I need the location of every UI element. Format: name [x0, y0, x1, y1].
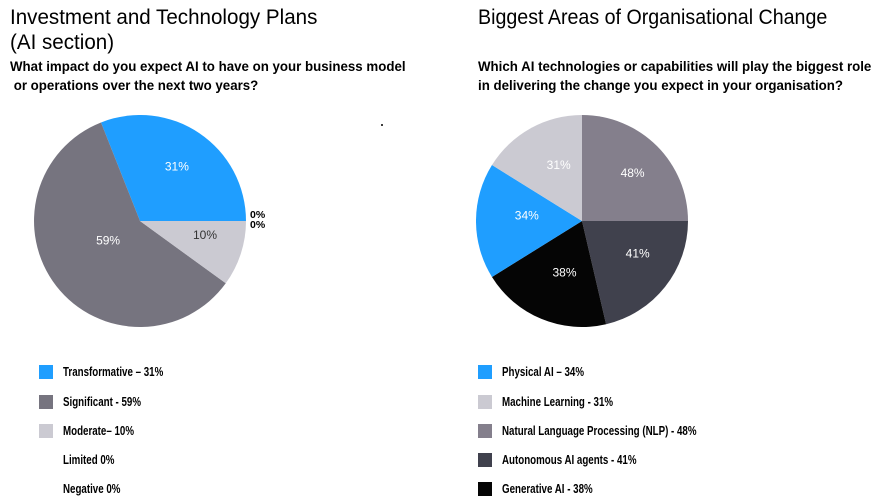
svg-text:34%: 34%: [515, 209, 539, 223]
svg-text:48%: 48%: [621, 166, 645, 180]
svg-text:38%: 38%: [552, 265, 576, 279]
svg-text:59%: 59%: [96, 233, 120, 247]
svg-text:31%: 31%: [547, 158, 571, 172]
svg-text:10%: 10%: [193, 228, 217, 242]
svg-text:31%: 31%: [165, 160, 189, 174]
svg-text:41%: 41%: [626, 247, 650, 261]
